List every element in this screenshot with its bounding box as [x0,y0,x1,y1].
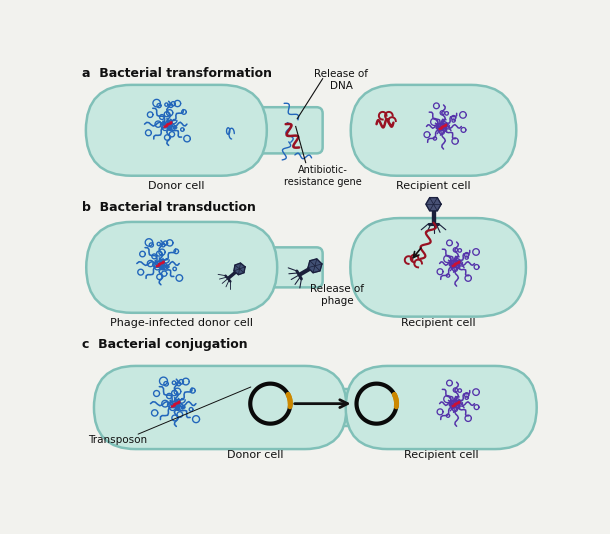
FancyBboxPatch shape [351,85,516,176]
FancyBboxPatch shape [86,222,277,313]
Text: Donor cell: Donor cell [227,450,283,460]
Polygon shape [308,259,322,273]
FancyBboxPatch shape [264,247,323,287]
Text: c  Bacterial conjugation: c Bacterial conjugation [82,338,247,351]
Text: Recipient cell: Recipient cell [396,180,471,191]
Text: Phage-infected donor cell: Phage-infected donor cell [110,318,253,328]
Text: Recipient cell: Recipient cell [404,450,478,460]
FancyBboxPatch shape [86,85,267,176]
Text: a  Bacterial transformation: a Bacterial transformation [82,67,271,80]
Text: b  Bacterial transduction: b Bacterial transduction [82,201,256,214]
FancyBboxPatch shape [253,107,323,153]
Text: Transposon: Transposon [88,435,148,445]
Polygon shape [426,198,441,211]
Text: Antibiotic-
resistance gene: Antibiotic- resistance gene [284,165,362,186]
Text: Donor cell: Donor cell [148,180,204,191]
FancyBboxPatch shape [346,366,537,449]
Polygon shape [234,263,245,274]
Text: Recipient cell: Recipient cell [401,318,475,328]
FancyBboxPatch shape [94,366,346,449]
Text: Release of
DNA: Release of DNA [314,69,368,91]
FancyBboxPatch shape [350,218,526,317]
FancyBboxPatch shape [335,389,392,426]
Text: Release of
phage: Release of phage [310,284,364,306]
